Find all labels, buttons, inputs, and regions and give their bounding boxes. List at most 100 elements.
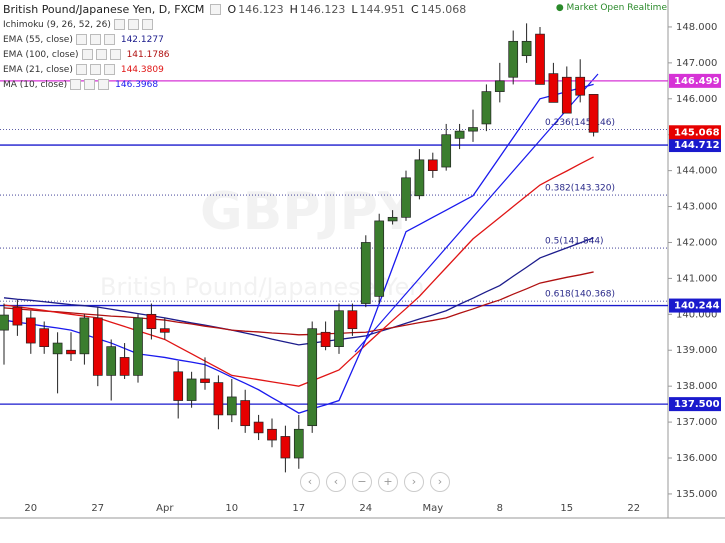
series-row: EMA (100, close) 141.1786 [3,47,472,62]
candle-body [213,382,224,416]
x-tick-label: 10 [225,503,238,514]
zoom-out[interactable]: − [352,472,372,492]
y-tick-label: 144.000 [676,166,717,177]
symbol-row: British Pound/Japanese Yen, D, FXCM O 146… [3,2,472,17]
symbol-menu[interactable] [210,4,222,15]
x-tick-label: 15 [560,503,573,514]
navigation: ‹ ‹ − + › › [300,472,450,492]
indicator-row: Ichimoku (9, 26, 52, 26) [3,17,472,32]
symbol: British Pound/Japanese Yen, D, FXCM [3,3,205,16]
candle-body [79,317,90,355]
candle-body [25,317,36,344]
level-label: 146.499 [674,76,720,87]
indicator-settings[interactable] [127,19,139,30]
data-mode: Realtime [627,3,667,13]
series-value: 141.1786 [126,49,170,60]
watermark: GBPJPY [200,182,417,242]
last-price-label: 145.068 [674,127,720,138]
candle-body [226,396,237,416]
candle-body [119,357,130,376]
series-eye[interactable] [75,64,87,75]
fib-label: 0.618(140.368) [545,290,615,300]
candle-body [387,216,398,222]
ohlc-letter: H [289,3,298,16]
series-remove[interactable] [103,34,115,45]
last-price-tag [669,125,721,140]
candle-body [535,33,545,85]
x-tick-label: 27 [91,503,104,514]
indicator-eye[interactable] [113,19,125,30]
candle-body [173,371,184,401]
y-tick-label: 147.000 [676,58,717,69]
scroll-forward[interactable]: › [404,472,424,492]
y-tick-label: 141.000 [676,273,717,284]
candle-body [508,40,519,78]
y-tick-label: 142.000 [676,237,717,248]
indicator-remove[interactable] [141,19,153,30]
y-tick-label: 140.000 [676,309,717,320]
candle-body [66,349,76,355]
candle-body [186,378,197,401]
market-status: Market Open [566,3,625,13]
candle-body [374,220,385,297]
candle-body [133,317,143,376]
x-tick-label: 8 [497,503,503,514]
series-name: EMA (55, close) [3,34,73,45]
ohlc-value: 146.123 [238,3,284,16]
candle-body [159,328,170,333]
series-name: EMA (21, close) [3,64,73,75]
x-tick-label: 24 [359,503,372,514]
ohlc: O 146.123 H 146.123 L 144.951 C 145.068 [227,3,472,16]
ohlc-value: 146.123 [299,3,346,16]
ohlc-letter: C [411,3,419,16]
series-settings[interactable] [89,34,101,45]
fib-label: 0.236(145.146) [545,118,615,128]
series-eye[interactable] [75,34,87,45]
level-tag [669,397,721,412]
series-remove[interactable] [103,64,115,75]
series-eye[interactable] [70,79,82,90]
level-tag [669,298,721,313]
ma-line [3,237,594,346]
candle-body [588,94,599,133]
candle-body [521,40,532,57]
fib-label: 0.382(143.320) [545,184,615,194]
candle-body [427,159,438,171]
level-label: 144.712 [674,140,720,151]
series-remove[interactable] [98,79,110,90]
series-settings[interactable] [89,64,101,75]
zoom-in[interactable]: + [378,472,398,492]
candle-body [12,306,23,326]
scroll-left[interactable]: ‹ [300,472,320,492]
y-tick-label: 138.000 [676,381,717,392]
candle-body [146,313,157,330]
indicator-name: Ichimoku (9, 26, 52, 26) [3,19,111,30]
series-name: EMA (100, close) [3,49,79,60]
level-tag [669,73,721,88]
candle-body [92,317,103,376]
scroll-back[interactable]: ‹ [326,472,346,492]
candle-body [494,80,505,92]
scroll-right[interactable]: › [430,472,450,492]
candle-body [106,346,117,376]
series-row: EMA (55, close) 142.1277 [3,32,472,47]
candle-body [454,130,465,139]
y-tick-label: 139.000 [676,345,717,356]
candle-body [575,76,586,96]
series-remove[interactable] [109,49,121,60]
x-tick-label: Apr [156,503,174,514]
candle-body [200,378,210,383]
series-eye[interactable] [81,49,93,60]
series-settings[interactable] [84,79,96,90]
series-row: MA (10, close) 146.3968 [3,77,472,92]
y-tick-label: 148.000 [676,22,717,33]
candle-body [280,436,291,459]
x-tick-label: 22 [627,503,640,514]
level-label: 137.500 [674,399,720,410]
series-settings[interactable] [95,49,107,60]
x-tick-label: 17 [292,503,305,514]
series-value: 142.1277 [120,34,164,45]
candle-body [401,177,411,218]
series-rows: EMA (55, close) 142.1277 EMA (100, close) 1… [3,32,472,92]
